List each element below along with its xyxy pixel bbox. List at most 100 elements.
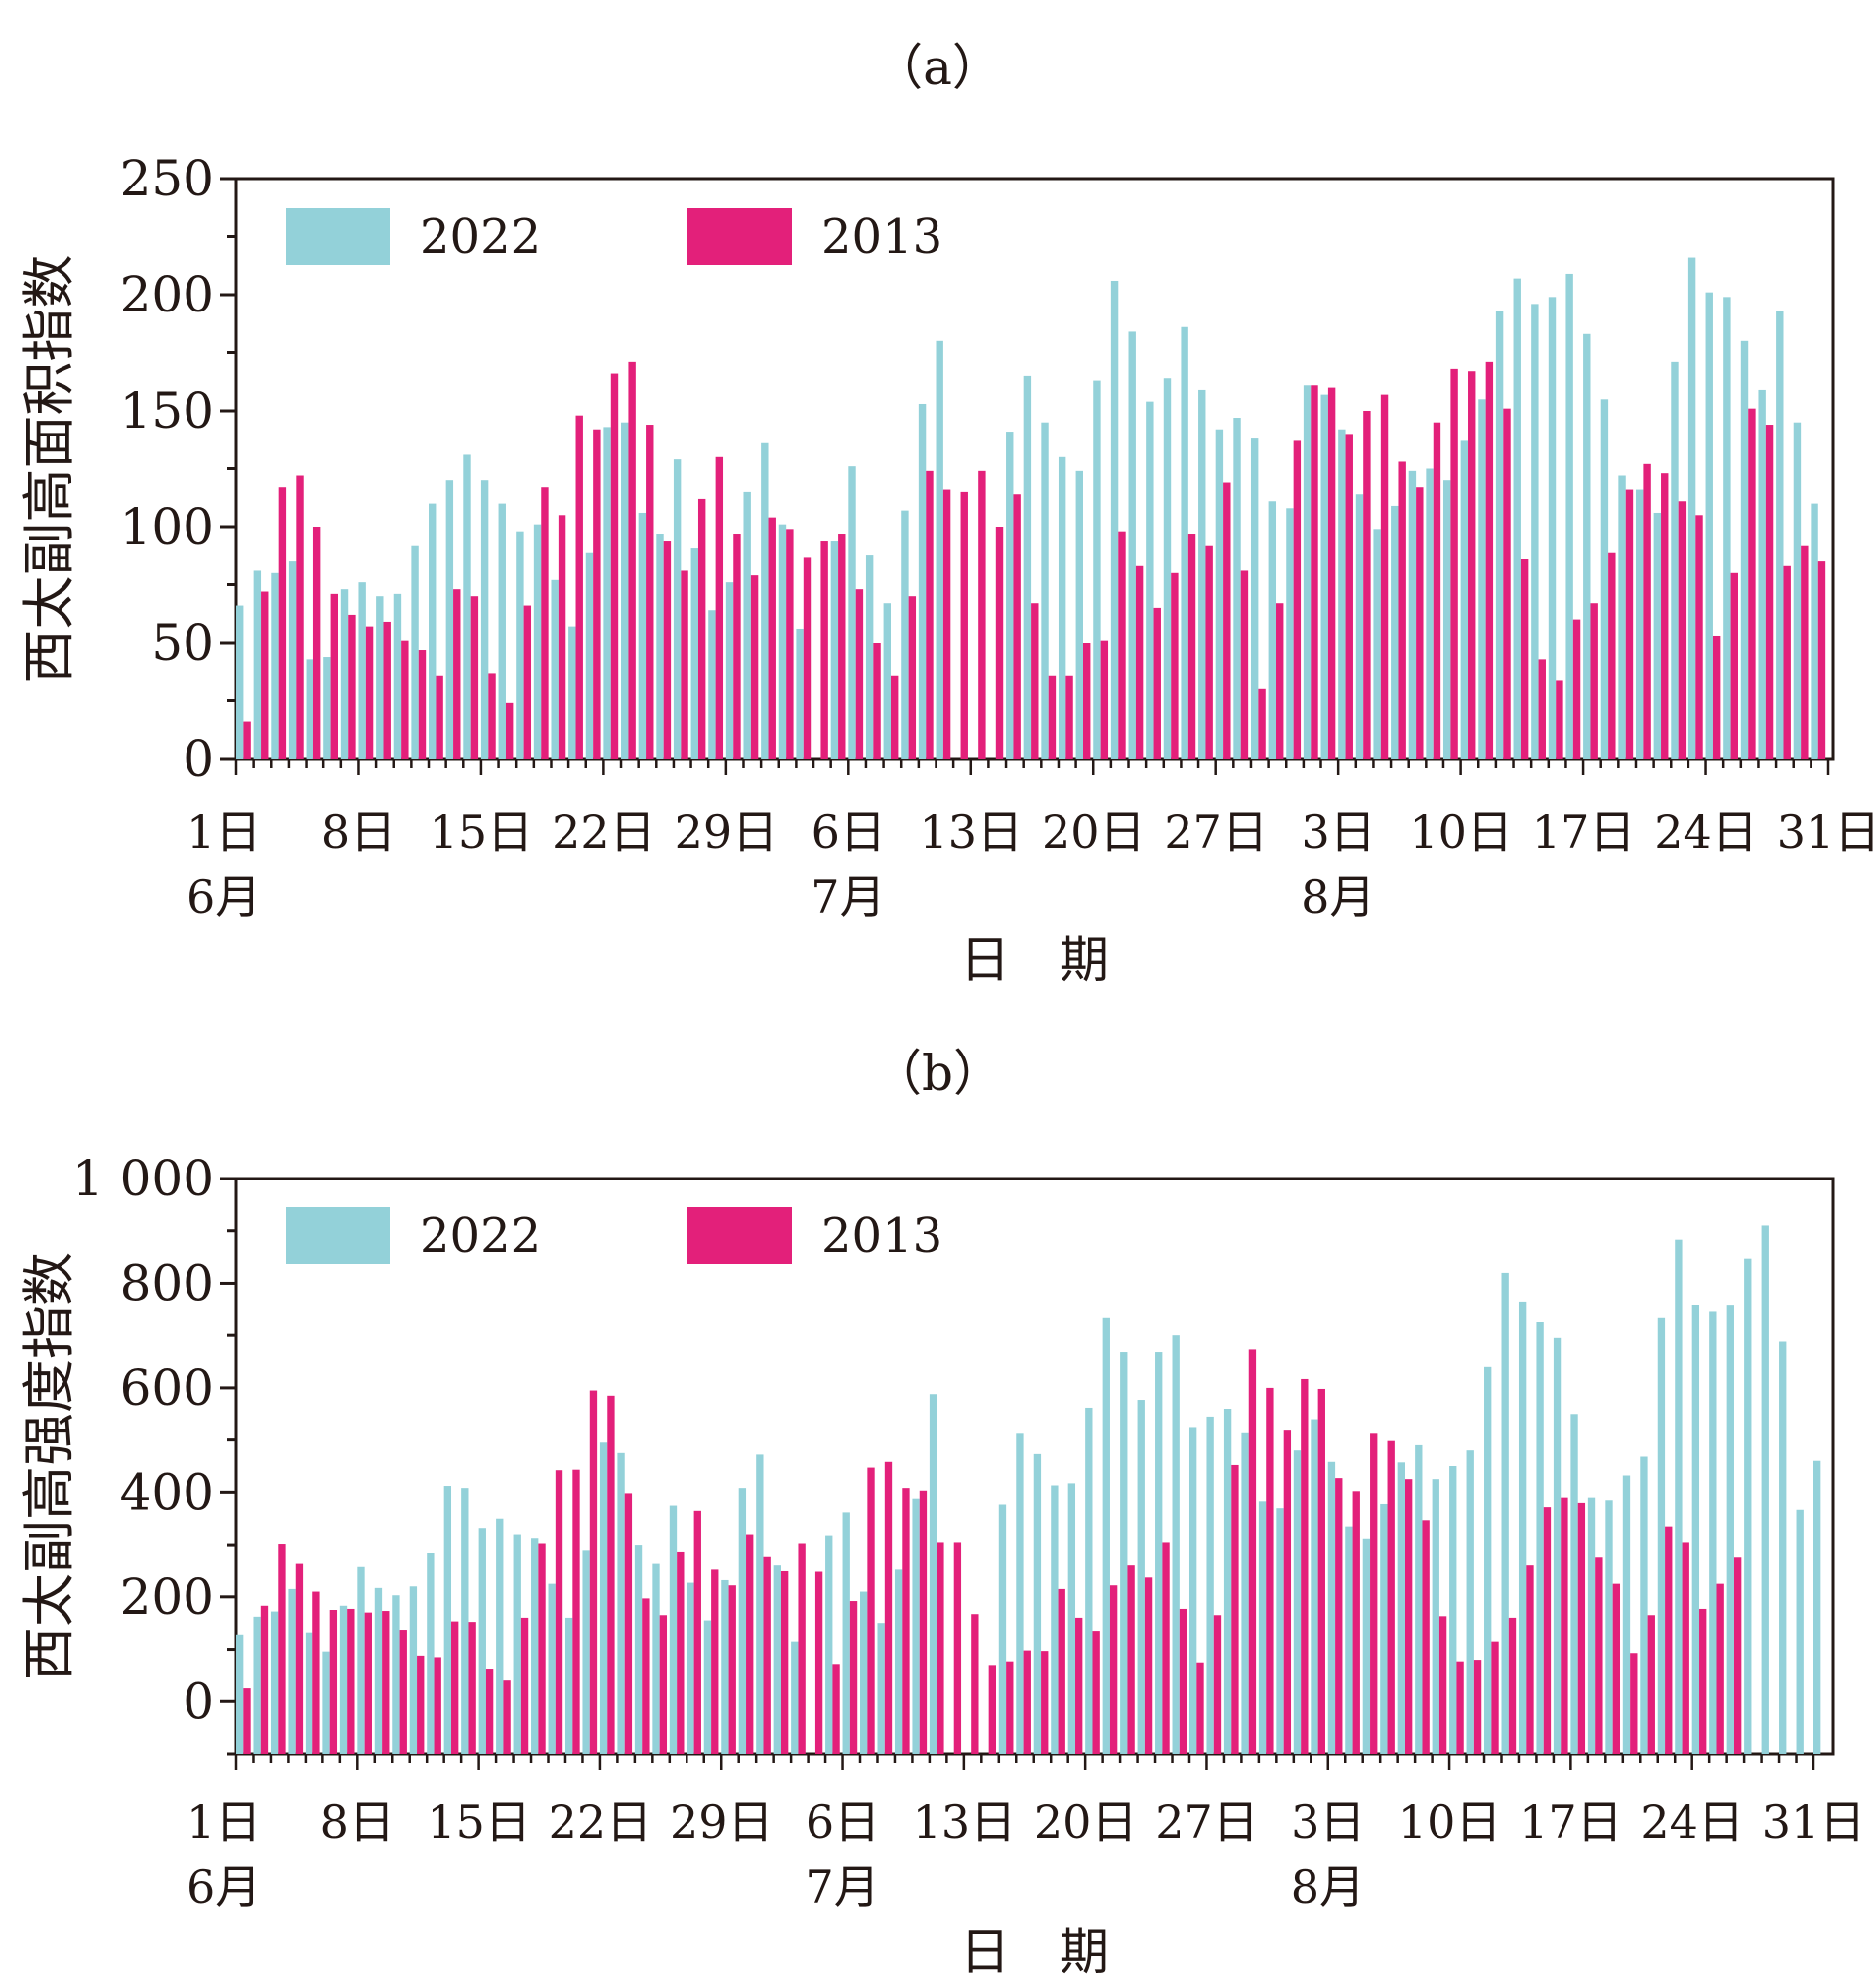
panel-a-bar-2022 <box>1023 375 1032 759</box>
panel-b-bar-2022 <box>634 1545 643 1754</box>
panel-a-bar-2022 <box>1215 429 1224 759</box>
panel-a-month-label: 7月 <box>811 870 885 924</box>
panel-b-ytick-label: 800 <box>120 1254 214 1311</box>
panel-a-bar-2022 <box>603 427 611 759</box>
panel-b-bar-2013 <box>1699 1608 1707 1754</box>
panel-a-bar-2013 <box>1276 603 1284 759</box>
panel-b-bar-2022 <box>564 1617 573 1754</box>
panel-a-ytick-label: 250 <box>120 150 214 207</box>
panel-b-legend-label-2013: 2013 <box>821 1208 942 1264</box>
panel-b-bar-2022 <box>253 1616 261 1754</box>
panel-b-bar-2013 <box>1682 1542 1689 1754</box>
panel-a-bar-2013 <box>1783 565 1791 759</box>
panel-a-bar-2013 <box>1625 489 1634 759</box>
panel-a-bar-2013 <box>1100 640 1109 759</box>
panel-a-bar-2022 <box>1198 389 1206 759</box>
panel-a-bar-2013 <box>1327 387 1336 759</box>
panel-a-bar-2022 <box>690 548 698 759</box>
panel-a-xtick-label: 24日 <box>1654 806 1758 859</box>
panel-a-bar-2013 <box>1520 559 1529 759</box>
panel-b-bar-2013 <box>1283 1430 1292 1754</box>
panel-b-legend-swatch-2022 <box>286 1207 390 1264</box>
panel-a-bar-2013 <box>628 361 636 759</box>
panel-b-bar-2022 <box>1155 1352 1163 1754</box>
panel-a-xtick-label: 22日 <box>552 806 656 859</box>
panel-a-xtick-label: 13日 <box>919 806 1023 859</box>
panel-a-ytick-label: 50 <box>151 614 214 672</box>
panel-b-bar-2022 <box>1761 1225 1769 1754</box>
panel-a-xtick-label: 6日 <box>812 806 886 859</box>
panel-a-bar-2022 <box>498 503 506 759</box>
panel-b-bar-2022 <box>1016 1433 1024 1754</box>
panel-a-bar-2013 <box>278 487 287 759</box>
panel-a-bar-2013 <box>1223 482 1231 759</box>
panel-a-bar-2022 <box>673 459 682 759</box>
panel-b-bar-2022 <box>1570 1414 1578 1754</box>
panel-a-bar-2022 <box>445 480 454 759</box>
panel-b-bar-2013 <box>849 1601 858 1754</box>
panel-a-bar-2013 <box>312 527 321 759</box>
panel-a-bar-2013 <box>1678 501 1687 759</box>
panel-b-legend-swatch-2013 <box>688 1207 792 1264</box>
panel-a-bar-2022 <box>288 561 297 759</box>
panel-a-bar-2013 <box>505 702 514 759</box>
panel-b-bar-2022 <box>357 1566 365 1754</box>
panel-b-bar-2013 <box>1041 1651 1049 1754</box>
panel-a-bar-2013 <box>401 640 409 759</box>
panel-b-bar-2013 <box>624 1493 633 1754</box>
panel-a-bar-2022 <box>236 605 244 759</box>
panel-a-bar-2022 <box>796 628 804 759</box>
panel-a-bar-2022 <box>725 582 734 759</box>
panel-a-bar-2013 <box>296 475 304 759</box>
panel-b-bar-2022 <box>1102 1317 1110 1754</box>
panel-b-bar-2013 <box>1179 1608 1188 1754</box>
panel-a-bar-2013 <box>663 541 672 759</box>
panel-b-bar-2013 <box>677 1551 685 1754</box>
panel-b-xtick-label: 1日 <box>187 1796 261 1849</box>
panel-a-bar-2013 <box>926 470 934 759</box>
panel-a-bar-2013 <box>715 456 724 759</box>
panel-b-bar-2022 <box>860 1591 868 1754</box>
panel-b-bar-2013 <box>1006 1661 1014 1754</box>
panel-a-bar-2013 <box>1730 572 1738 759</box>
panel-a-bar-2013 <box>558 515 566 759</box>
panel-a-bar-2013 <box>960 491 968 759</box>
panel-b-bar-2013 <box>399 1630 407 1754</box>
panel-b-bar-2013 <box>260 1605 269 1754</box>
panel-a-xtick-label: 27日 <box>1164 806 1268 859</box>
panel-a-month-label: 8月 <box>1301 870 1375 924</box>
panel-a-bar-2013 <box>1031 603 1039 759</box>
panel-b-bar-2022 <box>1362 1538 1371 1754</box>
panel-a-bar-2013 <box>1171 572 1179 759</box>
panel-a-bar-2022 <box>830 541 839 759</box>
panel-b-bar-2013 <box>711 1569 719 1754</box>
panel-b-xtick-label: 22日 <box>549 1796 653 1849</box>
panel-b-bar-2022 <box>1033 1453 1042 1754</box>
panel-b-bar-2022 <box>1779 1341 1787 1754</box>
panel-a-bar-2022 <box>568 626 576 759</box>
panel-b-bar-2013 <box>520 1617 529 1754</box>
panel-a-bar-2022 <box>1128 331 1136 759</box>
panel-b-bar-2013 <box>1405 1479 1413 1754</box>
panel-a-month-label: 6月 <box>187 870 261 924</box>
panel-a-bar-2022 <box>883 603 891 759</box>
panel-b-y-axis-title: 西太副高强度指数 <box>18 1252 80 1680</box>
panel-a-bar-2013 <box>1556 680 1563 759</box>
panel-a-bar-2022 <box>1635 489 1644 759</box>
panel-b-bar-2022 <box>305 1632 313 1754</box>
panel-b-xtick-label: 3日 <box>1291 1796 1365 1849</box>
panel-a-bar-2022 <box>323 657 331 759</box>
panel-a-bar-2022 <box>848 466 856 759</box>
panel-b-bar-2022 <box>1241 1432 1249 1754</box>
panel-a-bar-2022 <box>411 545 419 759</box>
panel-b-bar-2013 <box>1716 1583 1724 1754</box>
panel-a-bar-2013 <box>733 534 741 759</box>
panel-b-bar-2022 <box>513 1534 521 1754</box>
panel-a-bar-2022 <box>638 512 647 759</box>
panel-a-bar-2022 <box>1723 297 1731 759</box>
panel-a-bar-2022 <box>1583 333 1591 759</box>
panel-a-bar-2022 <box>1408 470 1417 759</box>
panel-a-bar-2022 <box>1181 326 1188 759</box>
panel-b-bar-2022 <box>1223 1409 1232 1754</box>
